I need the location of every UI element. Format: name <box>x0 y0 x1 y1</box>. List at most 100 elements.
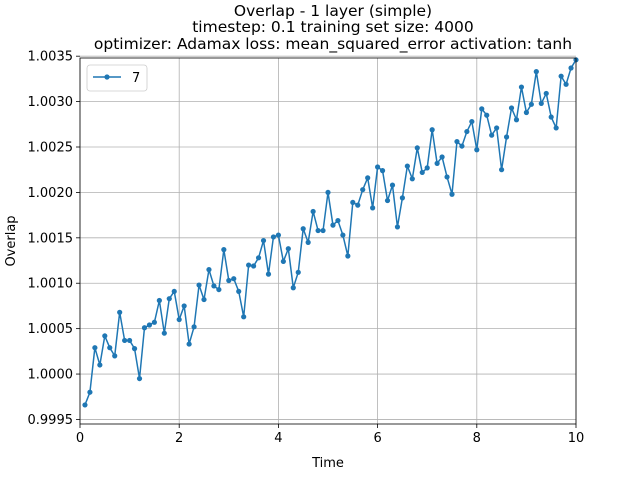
data-point <box>280 258 286 265</box>
data-point <box>404 163 410 169</box>
data-point <box>300 226 306 232</box>
data-point <box>528 101 534 107</box>
y-tick-label: 1.0005 <box>28 322 74 337</box>
legend-box <box>86 64 148 92</box>
data-point <box>236 288 242 295</box>
data-point <box>216 286 222 293</box>
data-point <box>131 346 138 352</box>
x-tick-label: 10 <box>568 431 585 446</box>
x-axis-ticks: 0 2 4 6 8 10 <box>76 424 584 446</box>
plot-frame <box>79 57 577 425</box>
data-point <box>429 127 435 133</box>
data-point <box>122 337 128 344</box>
chart-title-line-3: optimizer: Adamax loss: mean_squared_err… <box>94 35 572 54</box>
y-tick-label: 0.9995 <box>28 413 74 428</box>
data-point <box>469 118 475 125</box>
data-point <box>87 389 93 395</box>
data-point <box>350 199 356 206</box>
data-point <box>365 175 371 181</box>
data-point <box>265 271 272 277</box>
data-point <box>260 237 267 244</box>
y-tick-label: 1.0025 <box>28 141 74 156</box>
data-point <box>255 255 262 261</box>
data-point <box>449 191 455 197</box>
data-point <box>92 345 98 351</box>
data-point <box>379 168 386 174</box>
data-point <box>201 296 207 303</box>
data-point <box>310 208 316 215</box>
data-point <box>384 197 391 204</box>
data-point <box>97 362 103 368</box>
data-point <box>394 224 401 230</box>
data-point <box>231 276 237 282</box>
legend: 7 <box>86 64 148 92</box>
data-point <box>513 117 520 123</box>
x-tick-label: 8 <box>473 431 481 446</box>
grid <box>79 55 577 424</box>
data-point <box>503 134 510 140</box>
data-point <box>320 227 326 234</box>
data-point <box>340 232 346 238</box>
x-tick-label: 6 <box>373 431 381 446</box>
data-point <box>186 341 192 347</box>
data-point <box>355 202 361 208</box>
data-point <box>345 253 351 259</box>
data-point <box>360 187 366 193</box>
data-point <box>270 234 277 240</box>
data-point <box>112 353 118 359</box>
data-point <box>146 322 153 328</box>
series-line <box>84 59 577 406</box>
x-tick-label: 0 <box>76 431 84 446</box>
data-point <box>494 125 500 131</box>
data-point <box>290 285 296 291</box>
data-point <box>434 160 440 166</box>
data-point <box>444 174 450 180</box>
data-point <box>523 109 530 116</box>
data-point <box>107 345 113 351</box>
data-point <box>82 402 88 408</box>
data-point <box>533 69 539 75</box>
series-layer <box>82 57 579 408</box>
y-tick-label: 1.0000 <box>28 368 74 383</box>
data-point <box>305 239 311 245</box>
data-point <box>543 90 549 97</box>
data-point <box>439 154 445 160</box>
data-point <box>136 375 143 382</box>
data-point <box>370 205 376 211</box>
data-point <box>479 106 485 112</box>
data-point <box>335 217 341 224</box>
data-point <box>206 267 212 273</box>
data-point <box>275 232 281 238</box>
data-point <box>454 138 460 145</box>
data-point <box>221 247 227 253</box>
y-axis-ticks: 0.9995 1.0000 1.0005 1.0010 1.0015 1.0020 1.00… <box>28 50 80 428</box>
data-point <box>171 288 177 295</box>
data-point <box>226 277 232 284</box>
data-point <box>553 125 559 131</box>
data-point <box>161 330 167 336</box>
data-point <box>295 269 301 275</box>
data-point <box>315 227 321 234</box>
data-point <box>151 319 157 325</box>
data-point <box>211 283 217 289</box>
data-point <box>568 65 574 71</box>
chart-title-line-2: timestep: 0.1 training set size: 4000 <box>192 18 474 36</box>
chart-title-line-1: Overlap - 1 layer (simple) <box>234 2 432 20</box>
data-point <box>241 314 247 320</box>
data-point <box>424 165 430 171</box>
y-axis-label: Overlap <box>4 215 19 266</box>
data-point <box>166 296 172 302</box>
y-tick-label: 1.0035 <box>28 50 74 65</box>
data-point <box>251 263 257 269</box>
y-tick-label: 1.0030 <box>28 95 74 110</box>
data-point <box>102 333 108 339</box>
data-point <box>414 145 420 151</box>
data-point <box>141 325 148 331</box>
legend-label: 7 <box>132 71 140 86</box>
data-point <box>558 73 564 79</box>
data-point <box>176 316 182 323</box>
data-point <box>246 262 252 268</box>
legend-marker-sample <box>104 74 110 80</box>
data-point <box>191 324 197 330</box>
